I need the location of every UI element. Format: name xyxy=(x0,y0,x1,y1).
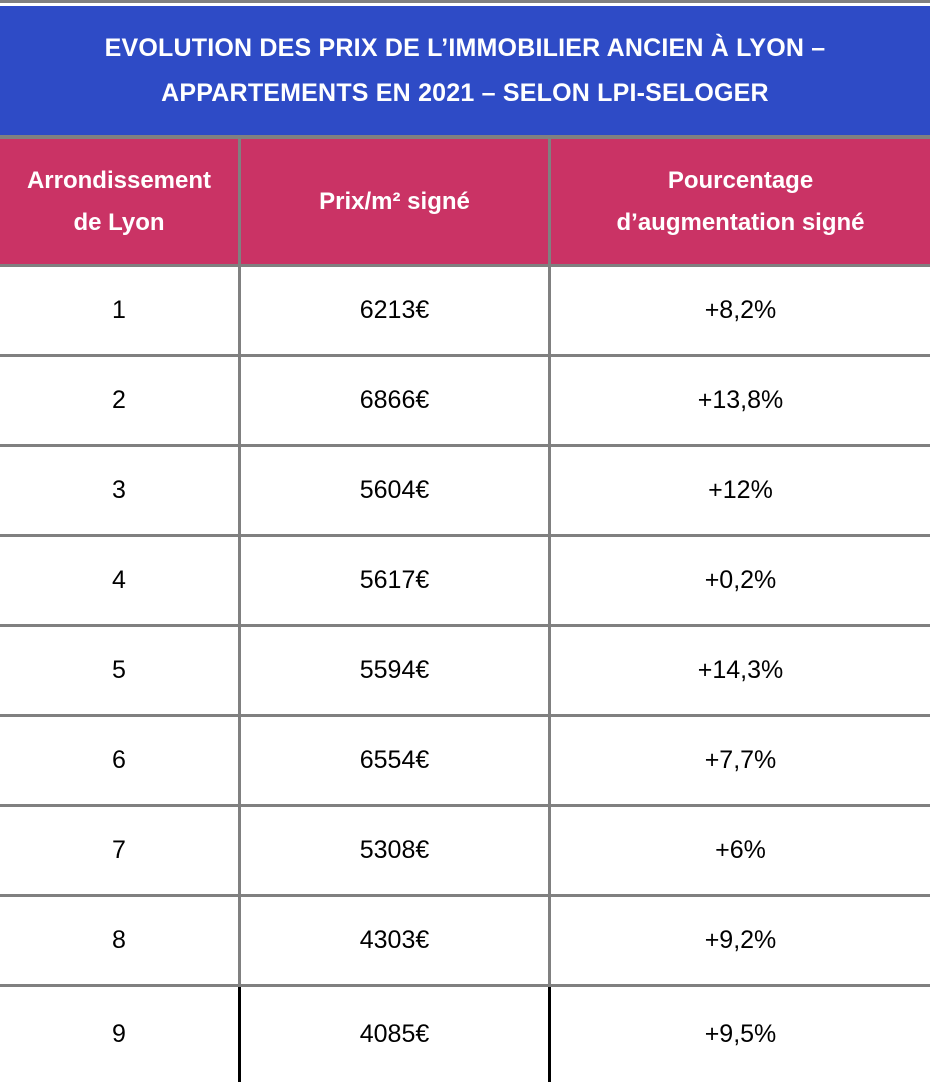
cell-arrondissement: 6 xyxy=(0,717,241,804)
cell-prix: 6554€ xyxy=(241,717,551,804)
cell-arrondissement: 9 xyxy=(0,987,241,1082)
title-line-2: APPARTEMENTS EN 2021 – SELON LPI-SELOGER xyxy=(161,78,769,107)
header-pourcentage: Pourcentage d’augmentation signé xyxy=(551,139,930,264)
cell-prix: 5617€ xyxy=(241,537,551,624)
table-row-8: 8 4303€ +9,2% xyxy=(0,897,930,987)
cell-prix: 4085€ xyxy=(241,987,551,1082)
cell-pourcentage: +9,2% xyxy=(704,926,777,954)
table-row-6: 6 6554€ +7,7% xyxy=(0,717,930,807)
cell-arrondissement: 5 xyxy=(0,627,241,714)
header-pourcentage-line2: d’augmentation signé xyxy=(616,208,865,236)
header-arrondissement-line2: de Lyon xyxy=(73,208,165,236)
table-body: 1 6213€ +8,2% 2 6866€ +13,8% 3 5604€ +12… xyxy=(0,267,930,1082)
cell-prix: 5308€ xyxy=(241,807,551,894)
cell-arrondissement: 4 xyxy=(0,537,241,624)
cell-arrondissement: 8 xyxy=(0,897,241,984)
header-prix: Prix/m² signé xyxy=(241,139,551,264)
table-header-row: Arrondissement de Lyon Prix/m² signé Pou… xyxy=(0,135,930,267)
cell-prix: 5604€ xyxy=(241,447,551,534)
table-row-7: 7 5308€ +6% xyxy=(0,807,930,897)
cell-pourcentage: +7,7% xyxy=(704,746,777,774)
cell-arrondissement: 2 xyxy=(0,357,241,444)
cell-pourcentage: +12% xyxy=(708,476,773,504)
cell-pourcentage: +14,3% xyxy=(697,656,784,684)
cell-prix: 6866€ xyxy=(241,357,551,444)
cell-prix: 4303€ xyxy=(241,897,551,984)
table-row-5: 5 5594€ +14,3% xyxy=(0,627,930,717)
cell-pourcentage: +0,2% xyxy=(704,566,777,594)
cell-pourcentage: +9,5% xyxy=(704,1020,777,1048)
table-row-3: 3 5604€ +12% xyxy=(0,447,930,537)
header-pourcentage-line1: Pourcentage xyxy=(667,166,814,194)
header-arrondissement: Arrondissement de Lyon xyxy=(0,139,241,264)
cell-arrondissement: 7 xyxy=(0,807,241,894)
header-prix-line1: Prix/m² signé xyxy=(319,187,470,215)
cell-prix: 5594€ xyxy=(241,627,551,714)
top-border-line xyxy=(0,0,930,3)
cell-prix: 6213€ xyxy=(241,267,551,354)
table-row-9: 9 4085€ +9,5% xyxy=(0,987,930,1082)
cell-arrondissement: 3 xyxy=(0,447,241,534)
cell-pourcentage: +8,2% xyxy=(704,296,777,324)
table-row-4: 4 5617€ +0,2% xyxy=(0,537,930,627)
table-row-1: 1 6213€ +8,2% xyxy=(0,267,930,357)
cell-pourcentage: +6% xyxy=(715,836,766,864)
table-row-2: 2 6866€ +13,8% xyxy=(0,357,930,447)
title-line-1: EVOLUTION DES PRIX DE L’IMMOBILIER ANCIE… xyxy=(104,33,826,62)
header-arrondissement-line1: Arrondissement xyxy=(26,166,212,194)
cell-arrondissement: 1 xyxy=(0,267,241,354)
cell-pourcentage: +13,8% xyxy=(697,386,784,414)
table-title-banner: EVOLUTION DES PRIX DE L’IMMOBILIER ANCIE… xyxy=(0,6,930,135)
